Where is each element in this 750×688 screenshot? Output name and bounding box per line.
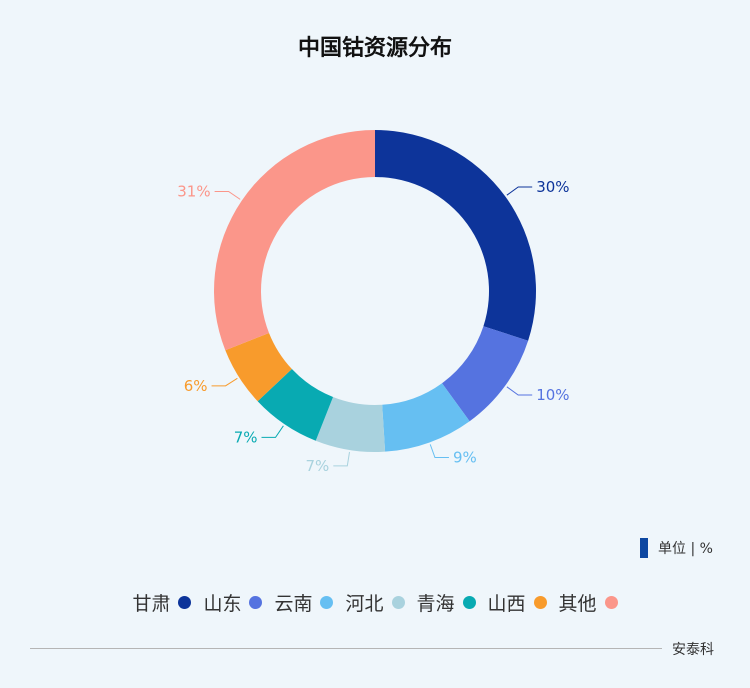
- leader-line-甘肃: [506, 186, 533, 196]
- slice-青海: [257, 369, 334, 441]
- unit-label: 单位 | %: [640, 538, 713, 558]
- legend-swatch: [391, 596, 405, 609]
- author-credit: 安泰科: [672, 642, 714, 658]
- legend-item: 云南: [274, 589, 334, 616]
- legend-swatch: [533, 596, 547, 609]
- legend-swatch: [320, 596, 334, 609]
- legend-label: 其他: [558, 593, 597, 615]
- leader-line-青海: [261, 425, 284, 438]
- legend-swatch: [604, 596, 618, 609]
- legend-label: 青海: [416, 593, 455, 615]
- legend-label: 山西: [487, 593, 526, 615]
- legend-label: 山东: [203, 593, 242, 615]
- data-label-山东: 10%: [536, 386, 569, 404]
- legend-label: 甘肃: [132, 593, 171, 615]
- leader-line-河北: [333, 451, 350, 467]
- data-label-河北: 7%: [306, 457, 330, 475]
- legend-label: 云南: [274, 593, 313, 615]
- legend-swatch: [249, 596, 263, 609]
- data-label-山西: 6%: [184, 377, 208, 395]
- legend-item: 山东: [203, 589, 263, 616]
- slice-云南: [382, 383, 470, 452]
- leader-line-山东: [506, 386, 533, 396]
- leader-line-其他: [214, 191, 241, 200]
- legend-label: 河北: [345, 593, 384, 615]
- slice-甘肃: [375, 130, 537, 341]
- slice-山西: [225, 332, 292, 402]
- legend-item: 青海: [417, 589, 476, 616]
- donut-chart: 30% 10% 9% 7% 7% 6% 31%: [177, 130, 570, 475]
- legend-swatch: [178, 596, 192, 609]
- legend: 甘肃 山东 云南 河北 青海 山西 其他: [0, 589, 750, 616]
- unit-marker: [640, 538, 648, 558]
- legend-item: 其他: [559, 589, 618, 616]
- legend-item: 山西: [488, 589, 547, 616]
- data-label-云南: 9%: [453, 449, 477, 467]
- data-label-甘肃: 30%: [536, 178, 569, 196]
- slice-其他: [213, 130, 375, 351]
- legend-item: 河北: [345, 589, 405, 616]
- footer-divider: [30, 648, 662, 649]
- legend-item: 甘肃: [132, 589, 192, 616]
- slice-河北: [315, 396, 386, 452]
- leader-line-山西: [211, 377, 238, 387]
- data-label-其他: 31%: [177, 183, 210, 201]
- leader-line-云南: [429, 444, 449, 459]
- legend-swatch: [462, 596, 476, 609]
- slice-山东: [442, 326, 529, 422]
- chart-title: 中国钴资源分布: [297, 36, 452, 61]
- unit-text: 单位 | %: [658, 541, 713, 557]
- data-label-青海: 7%: [234, 428, 258, 446]
